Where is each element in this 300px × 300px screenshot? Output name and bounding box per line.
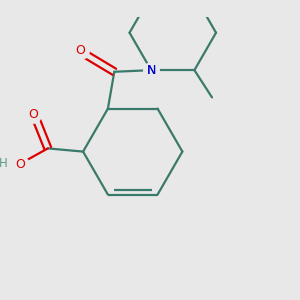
Text: N: N — [146, 64, 156, 77]
Text: O: O — [16, 158, 26, 171]
Text: H: H — [0, 157, 8, 170]
Text: O: O — [76, 44, 85, 57]
Text: O: O — [28, 108, 38, 121]
Text: N: N — [146, 64, 156, 77]
